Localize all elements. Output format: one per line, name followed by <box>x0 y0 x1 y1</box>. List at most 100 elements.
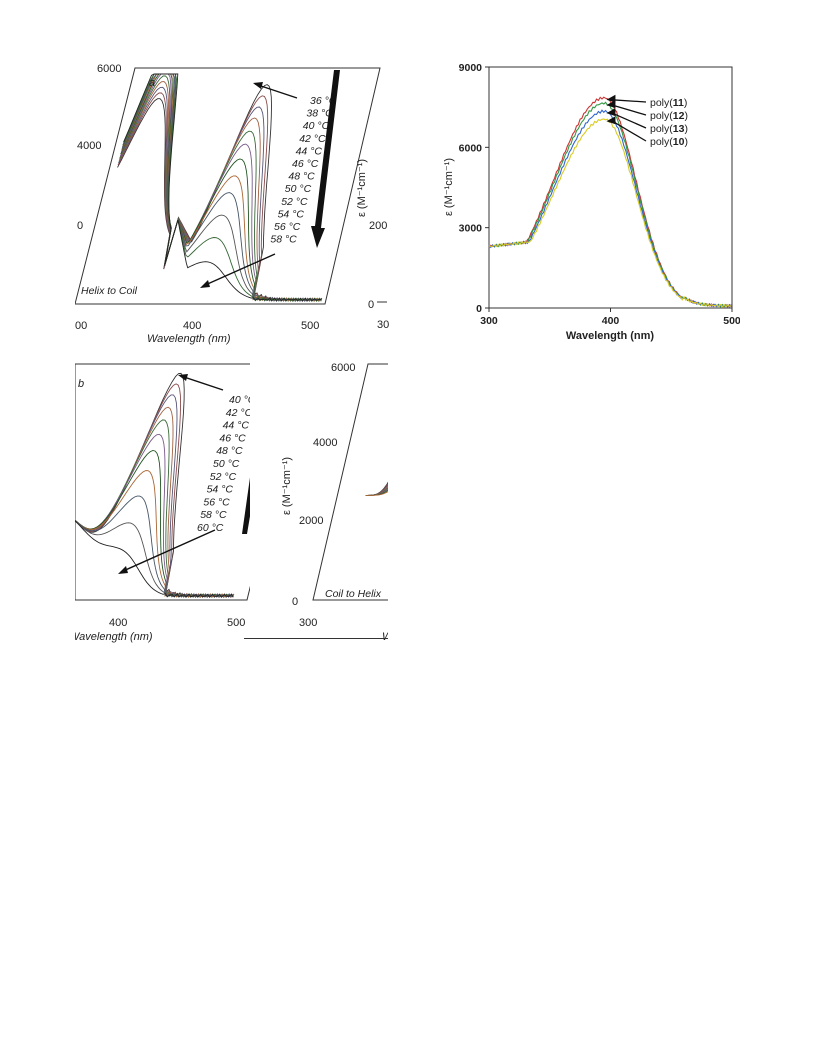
panel-a-xlabel: Wavelength (nm) <box>147 333 231 345</box>
panel-b-arrow-bottom <box>120 529 216 573</box>
panel-c-overlay: 6000 4000 2000 0 300 W Coil to Helix ε (… <box>281 362 388 643</box>
panel-d-ytick-label-3: 9000 <box>459 62 483 74</box>
panel-c-bottom-rule <box>244 638 388 639</box>
panel-d-legend-arrowhead-13 <box>606 108 616 117</box>
panel-d-ytick-label-0: 0 <box>476 303 482 315</box>
panel-a-temperature-labels: 36 °C38 °C40 °C42 °C44 °C46 °C48 °C50 °C… <box>270 95 336 246</box>
panel-a-overlay: a Helix to Coil 6000 4000 0 00 400 500 W… <box>75 63 389 345</box>
panel-c-ylabel: ε (M⁻¹cm⁻¹) <box>281 457 293 515</box>
panel-b-temp-label-6: 52 °C <box>210 471 237 483</box>
panel-b-temp-label-2: 44 °C <box>223 420 250 432</box>
panel-a-series-11 <box>123 73 322 302</box>
panel-d-ylabel: ε (M⁻¹cm⁻¹) <box>443 158 455 216</box>
panel-c-ytick-4000: 4000 <box>313 437 337 449</box>
panel-d-legend-arrow-11 <box>612 99 647 103</box>
panel-a-xtick-0: 00 <box>75 320 87 332</box>
panel-c-ytick-6000: 6000 <box>331 362 355 374</box>
panel-a-ytick-6000: 6000 <box>97 63 121 75</box>
panel-a-big-down-arrow <box>311 70 340 248</box>
panel-d-xlabel: Wavelength (nm) <box>566 330 655 342</box>
panel-c-xtick-300: 300 <box>299 617 317 629</box>
panel-b-temp-label-9: 58 °C <box>200 509 227 521</box>
panel-c-ytick-0: 0 <box>292 596 298 608</box>
chart-panel-a: a Helix to Coil 6000 4000 0 00 400 500 W… <box>75 63 389 345</box>
panel-b-temperature-labels: 40 °C42 °C44 °C46 °C48 °C50 °C52 °C54 °C… <box>197 394 250 534</box>
panel-a-xtick-500: 500 <box>301 320 319 332</box>
panel-a-temp-label-11: 58 °C <box>270 234 297 246</box>
panel-d-series-12 <box>488 101 732 308</box>
panel-d-series-10 <box>488 118 732 308</box>
panel-a-right-30: 30 <box>377 319 389 331</box>
panel-a-temp-label-1: 38 °C <box>306 108 333 120</box>
panel-b-temp-label-7: 54 °C <box>207 484 234 496</box>
panel-d-legend-arrow-13 <box>612 112 647 129</box>
panel-b-arrow-top <box>180 375 224 391</box>
panel-a-annotation: Helix to Coil <box>81 285 138 297</box>
panel-b-temp-label-0: 40 °C <box>229 394 250 406</box>
panel-a-curves <box>117 73 323 302</box>
panel-c-series-7 <box>365 491 388 496</box>
panel-c-x-fragment: W <box>382 631 388 643</box>
panel-c-annotation: Coil to Helix <box>325 588 382 600</box>
panel-a-ytick-4000: 4000 <box>77 140 101 152</box>
chart-panel-c: 6000 4000 2000 0 300 W Coil to Helix ε (… <box>281 362 388 643</box>
panel-c-frame <box>312 363 388 601</box>
panel-d-legend-arrow-10 <box>612 120 647 142</box>
panel-d-ytick-label-1: 3000 <box>459 223 483 235</box>
panel-b-overlay: b 400 500 Wavelength (nm) 40 °C42 °C44 °… <box>75 374 250 643</box>
panel-a-temp-label-7: 50 °C <box>285 183 312 195</box>
panel-a-temp-label-5: 46 °C <box>292 158 319 170</box>
panel-a-right-0: 0 <box>368 299 374 311</box>
panel-b-letter: b <box>78 378 84 390</box>
panel-d-legend-label-12: poly(12) <box>650 110 688 122</box>
panel-c-curves <box>365 481 388 496</box>
panel-b-temp-label-1: 42 °C <box>226 407 250 419</box>
panel-a-ytick-0: 0 <box>77 220 83 232</box>
panel-a-temp-label-3: 42 °C <box>299 133 326 145</box>
panel-c-series-1 <box>365 482 388 496</box>
panel-d-curves <box>488 96 732 308</box>
panel-b-temp-label-3: 46 °C <box>219 432 246 444</box>
panel-a-temp-label-8: 52 °C <box>281 196 308 208</box>
panel-b-xlabel: Wavelength (nm) <box>75 631 153 643</box>
panel-d-legend-arrowhead-11 <box>606 94 616 103</box>
panel-c-series-3 <box>365 485 388 496</box>
panel-d-legend-label-11: poly(11) <box>650 97 687 109</box>
chart-panel-b: b 400 500 Wavelength (nm) 40 °C42 °C44 °… <box>75 363 250 643</box>
panel-b-curves <box>75 372 235 598</box>
panel-b-temp-label-5: 50 °C <box>213 458 240 470</box>
panel-b-xtick-500: 500 <box>227 617 245 629</box>
panel-d-legend-arrowhead-12 <box>606 100 616 109</box>
panel-a-temp-label-2: 40 °C <box>303 120 330 132</box>
panel-d-legend-arrow-12 <box>612 104 647 116</box>
panel-a-ylabel: ε (M⁻¹cm⁻¹) <box>356 159 368 217</box>
panel-a-xtick-400: 400 <box>183 320 201 332</box>
panel-d-xtick-label-1: 400 <box>602 315 620 327</box>
panel-d-xtick-label-0: 300 <box>480 315 498 327</box>
panel-a-arrow-bottom <box>202 253 276 287</box>
panel-a-frame <box>75 67 381 305</box>
panel-d-series-11 <box>488 96 732 308</box>
panel-c-series-2 <box>365 484 388 496</box>
panel-b-series-10 <box>75 520 234 598</box>
panel-c-series-0 <box>365 481 388 496</box>
panel-b-temp-label-4: 48 °C <box>216 445 243 457</box>
panel-a-temp-label-4: 44 °C <box>296 145 323 157</box>
panel-c-ytick-2000: 2000 <box>299 515 323 527</box>
panel-a-letter: a <box>149 77 155 89</box>
panel-b-temp-label-10: 60 °C <box>197 522 224 534</box>
panel-b-xtick-400: 400 <box>109 617 127 629</box>
panel-d-ytick-label-2: 6000 <box>459 142 483 154</box>
panel-d-xtick-label-2: 500 <box>723 315 740 327</box>
panel-d-ticks: 300 400 500 0 3000 6000 9000 <box>459 62 740 327</box>
panel-a-right-200: 200 <box>369 220 387 232</box>
panel-d-legend-label-10: poly(10) <box>650 136 688 148</box>
panel-b-frame <box>75 363 250 601</box>
panel-a-temp-label-9: 54 °C <box>278 208 305 220</box>
panel-a-arrow-top <box>254 83 298 99</box>
panel-a-temp-label-6: 48 °C <box>288 171 315 183</box>
panel-b-temp-label-8: 56 °C <box>203 496 230 508</box>
panel-a-temp-label-10: 56 °C <box>274 221 301 233</box>
panel-d-legend-label-13: poly(13) <box>650 123 688 135</box>
